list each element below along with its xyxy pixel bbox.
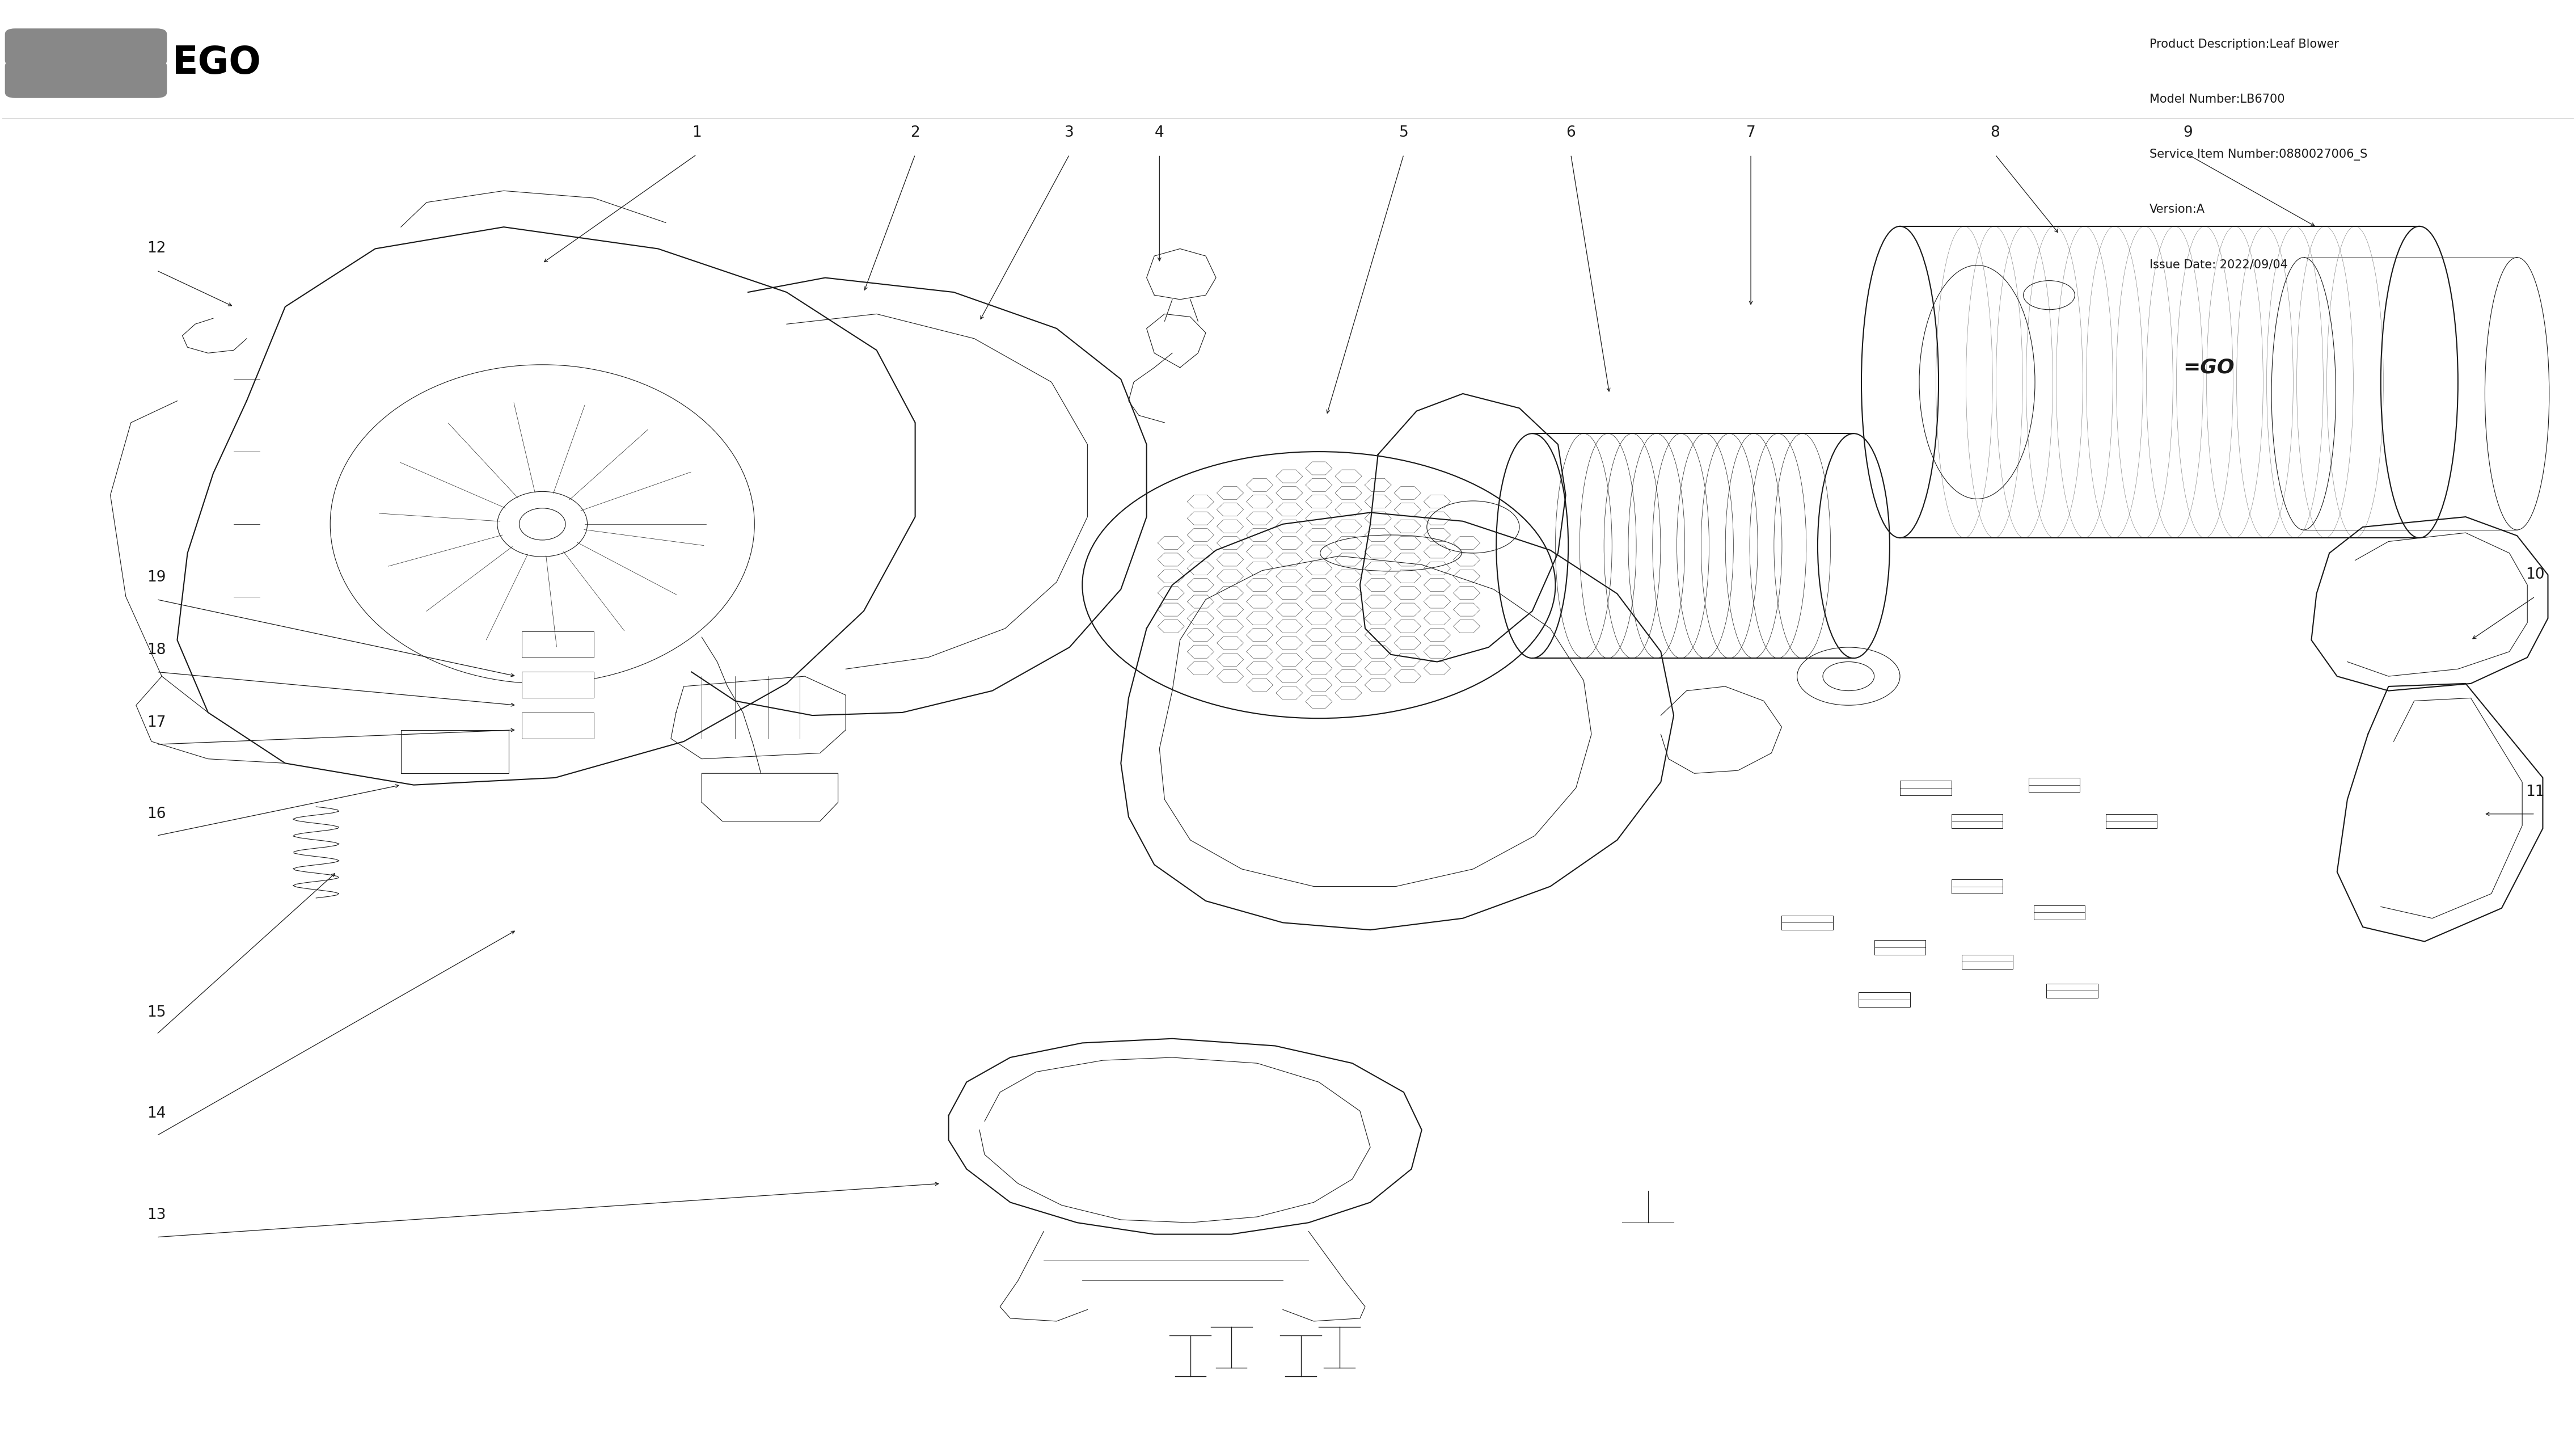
FancyBboxPatch shape (1953, 814, 2002, 829)
FancyBboxPatch shape (1901, 781, 1953, 795)
Text: 16: 16 (147, 807, 165, 822)
Text: 17: 17 (147, 715, 165, 730)
Text: 15: 15 (147, 1005, 165, 1019)
FancyBboxPatch shape (402, 730, 510, 774)
FancyBboxPatch shape (5, 29, 167, 65)
Text: 18: 18 (147, 643, 165, 657)
Text: EGO: EGO (173, 45, 260, 81)
Text: Version:A: Version:A (2148, 204, 2205, 215)
Text: 3: 3 (1064, 125, 1074, 140)
FancyBboxPatch shape (523, 672, 592, 698)
Text: 1: 1 (693, 125, 701, 140)
Text: 2: 2 (909, 125, 920, 140)
Text: 13: 13 (147, 1208, 165, 1223)
Text: 14: 14 (147, 1106, 165, 1121)
Text: 11: 11 (2524, 785, 2545, 800)
FancyBboxPatch shape (523, 712, 592, 739)
FancyBboxPatch shape (2027, 778, 2079, 792)
FancyBboxPatch shape (2045, 983, 2097, 997)
FancyBboxPatch shape (2032, 906, 2084, 920)
FancyBboxPatch shape (1963, 954, 2012, 968)
FancyBboxPatch shape (1783, 916, 1834, 931)
Text: Model Number:LB6700: Model Number:LB6700 (2148, 93, 2285, 105)
FancyBboxPatch shape (523, 631, 592, 657)
Text: 19: 19 (147, 570, 165, 585)
Text: 12: 12 (147, 241, 165, 256)
Text: 6: 6 (1566, 125, 1577, 140)
Text: Product Description:Leaf Blower: Product Description:Leaf Blower (2148, 39, 2339, 49)
Text: Service Item Number:0880027006_S: Service Item Number:0880027006_S (2148, 148, 2367, 160)
FancyBboxPatch shape (5, 60, 167, 97)
FancyBboxPatch shape (1860, 992, 1911, 1006)
Text: 7: 7 (1747, 125, 1757, 140)
Text: =GO: =GO (2182, 358, 2233, 377)
Text: 9: 9 (2184, 125, 2192, 140)
FancyBboxPatch shape (1953, 880, 2002, 894)
FancyBboxPatch shape (1875, 941, 1927, 954)
Text: 8: 8 (1991, 125, 1999, 140)
Text: 4: 4 (1154, 125, 1164, 140)
FancyBboxPatch shape (2105, 814, 2156, 829)
Text: Issue Date: 2022/09/04: Issue Date: 2022/09/04 (2148, 259, 2287, 270)
Text: 10: 10 (2524, 567, 2545, 582)
Text: 5: 5 (1399, 125, 1409, 140)
